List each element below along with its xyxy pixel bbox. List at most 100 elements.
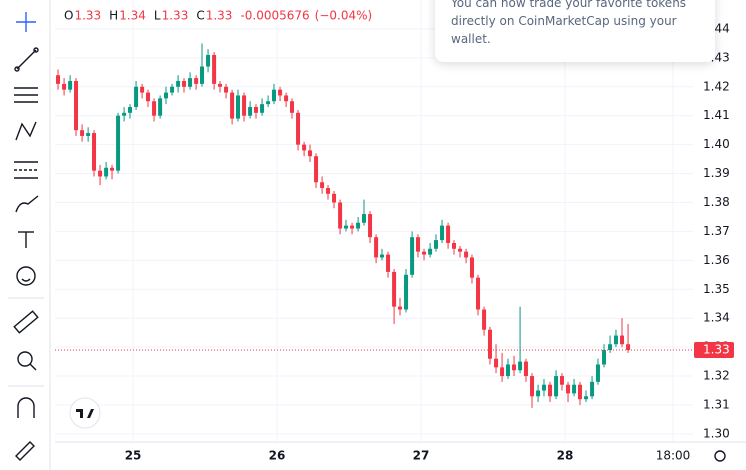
candle-body (188, 78, 193, 87)
candle-body (410, 237, 415, 275)
fib-tool[interactable] (14, 87, 38, 103)
candle-body (92, 133, 97, 171)
candle-body (140, 86, 145, 93)
candle-body (518, 361, 523, 371)
candle-body (554, 376, 559, 397)
candle-body (476, 277, 481, 310)
candle-body (80, 130, 85, 136)
popup-line: wallet. (451, 32, 491, 46)
candle-body (577, 384, 582, 400)
candle-body (332, 193, 337, 203)
candle-body (433, 240, 438, 249)
plot-area: 1.30 1.31 1.32 1.33 1.34 1.35 1.36 1.37 1.38 1.39… (55, 0, 746, 463)
text-tool[interactable] (18, 231, 34, 248)
legend-key: O (64, 9, 73, 23)
y-tick-label: 1.41 (703, 108, 730, 122)
candle-body (206, 54, 211, 67)
settings-button[interactable] (714, 450, 726, 462)
candle-body (242, 95, 247, 116)
candle-body (446, 225, 451, 243)
brush-tool[interactable] (15, 195, 39, 213)
candle-body (451, 242, 456, 249)
y-tick-label: 1.40 (703, 137, 730, 151)
legend-key: L (154, 9, 161, 23)
tradingview-logo[interactable] (69, 397, 101, 429)
candle-body (530, 376, 535, 397)
candle-body (182, 80, 187, 87)
forecast-tool[interactable] (14, 161, 38, 179)
candle-body (56, 75, 61, 84)
crosshair-tool[interactable] (16, 12, 36, 32)
popup-line: You can now trade your favorite tokens (451, 0, 687, 10)
last-price-box (694, 342, 734, 359)
x-tick-label: 28 (557, 449, 574, 463)
candle-body (284, 95, 289, 102)
y-tick-label: 1.36 (703, 253, 730, 267)
candle-body (266, 101, 271, 105)
candle-body (170, 86, 175, 93)
lock-draw-tool[interactable] (15, 441, 35, 461)
candle-body (566, 384, 571, 394)
candle-body (422, 251, 427, 255)
candle-body (98, 170, 103, 177)
candle-body (590, 381, 595, 397)
zoom-tool[interactable] (17, 351, 37, 371)
magnet-tool[interactable] (17, 397, 35, 418)
legend-value: 1.33 (74, 9, 101, 23)
candle-body (248, 107, 253, 116)
candle-body (469, 257, 474, 278)
candle-body (536, 390, 541, 397)
y-tick-label: 1.34 (703, 311, 730, 325)
candle-body (482, 309, 487, 330)
candle-body (122, 112, 127, 116)
trend-line-tool[interactable] (14, 47, 39, 72)
candle-body (176, 80, 181, 87)
legend-key: C (196, 9, 204, 23)
legend-key: H (109, 9, 118, 23)
candle-body (254, 107, 259, 113)
candle-body (158, 98, 163, 116)
emoji-tool[interactable] (16, 266, 36, 286)
candle-body (404, 274, 409, 310)
candle-body (62, 83, 67, 90)
candle-body (595, 364, 600, 382)
legend-value: 1.33 (206, 9, 233, 23)
legend-change-pct: (−0.04%) (315, 9, 373, 23)
candle-body (392, 271, 397, 307)
y-tick-label: 1.37 (703, 224, 730, 238)
candle-body (194, 78, 199, 84)
candle-body (74, 80, 79, 131)
candle-body (230, 92, 235, 119)
ohlc-legend: O 1.33 H 1.34 L 1.33 C 1.33 -0.0005676 (−0.04%) (64, 9, 372, 23)
candle-body (260, 104, 265, 113)
x-tick-label: 26 (269, 449, 286, 463)
ruler-tool[interactable] (13, 310, 39, 334)
y-tick-label: 1.30 (703, 426, 730, 440)
legend-value: 1.33 (162, 9, 189, 23)
popup-line: directly on CoinMarketCap using your (451, 14, 677, 28)
candle-body (500, 367, 505, 377)
toolbar (8, 0, 51, 470)
candle-body (379, 254, 384, 258)
candle-body (356, 222, 361, 229)
candle-body (152, 101, 157, 116)
candle-body (146, 92, 151, 102)
candle-body (134, 86, 139, 108)
candle-body (548, 384, 553, 397)
candle-body (338, 202, 343, 229)
candle-body (541, 384, 546, 391)
candle-body (104, 167, 109, 177)
candle-body (320, 182, 325, 189)
candle-body (608, 344, 613, 351)
candle-body (428, 248, 433, 255)
candle-body (325, 188, 330, 194)
last-price-label: 1.33 (703, 343, 730, 357)
candle-body (116, 115, 121, 171)
candle-body (314, 156, 319, 183)
pattern-tool[interactable] (15, 121, 37, 141)
candle-body (613, 335, 618, 345)
candle-body (278, 89, 283, 96)
legend-value: 1.34 (119, 9, 146, 23)
